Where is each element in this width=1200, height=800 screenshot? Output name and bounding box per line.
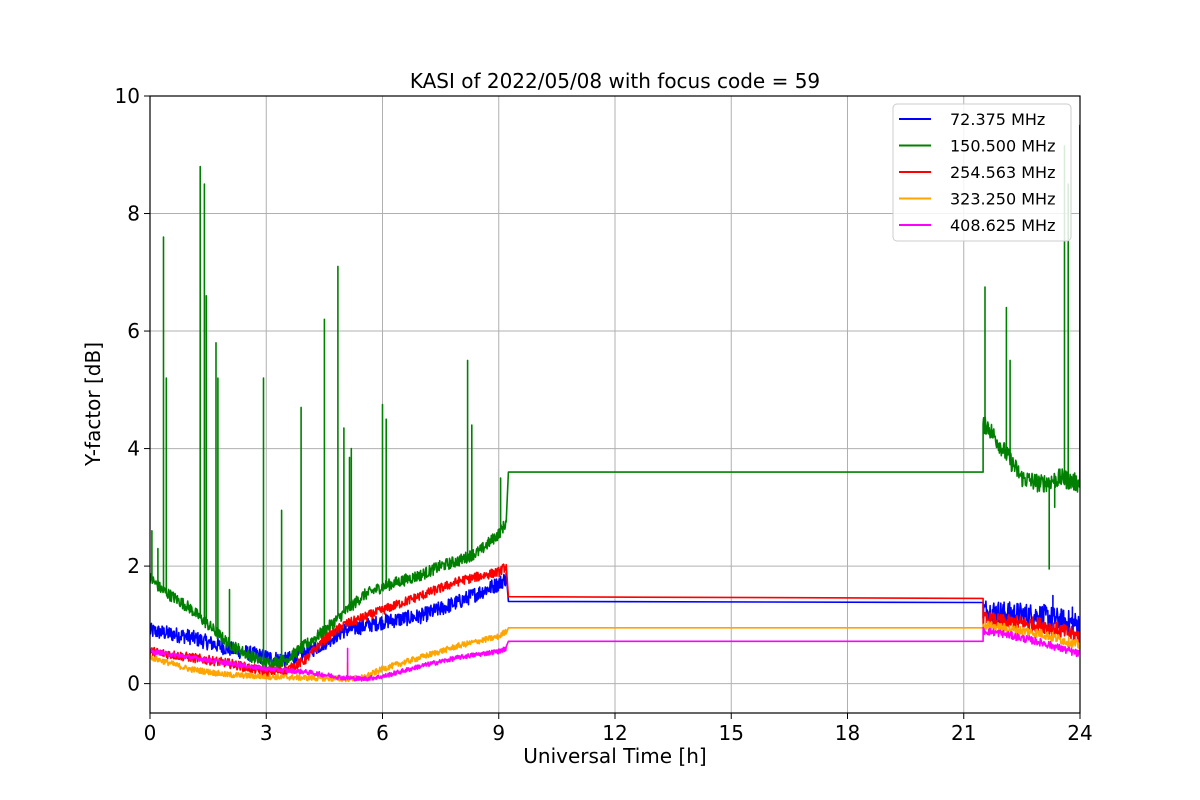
legend-entry: 72.375 MHz — [950, 110, 1045, 129]
chart-title: KASI of 2022/05/08 with focus code = 59 — [410, 69, 820, 93]
series-1 — [150, 124, 1080, 669]
series-3 — [150, 620, 1080, 683]
legend-entry: 323.250 MHz — [950, 190, 1055, 209]
legend-entry: 150.500 MHz — [950, 137, 1055, 156]
plot-area — [150, 124, 1080, 683]
y-axis: 0 2 4 6 8 10 — [115, 84, 150, 696]
x-tick-label: 0 — [144, 721, 157, 745]
x-tick-label: 21 — [951, 721, 976, 745]
legend-entry: 408.625 MHz — [950, 216, 1055, 235]
x-axis-label: Universal Time [h] — [523, 744, 706, 768]
x-tick-label: 24 — [1067, 721, 1092, 745]
x-tick-label: 6 — [376, 721, 389, 745]
legend: 72.375 MHz 150.500 MHz 254.563 MHz 323.250 … — [892, 103, 1072, 242]
y-axis-label: Y-factor [dB] — [81, 342, 105, 467]
legend-box — [892, 103, 1072, 242]
y-tick-label: 10 — [115, 84, 140, 108]
series-line — [150, 620, 1080, 683]
x-tick-label: 9 — [492, 721, 505, 745]
y-tick-label: 8 — [127, 202, 140, 226]
x-tick-label: 15 — [719, 721, 744, 745]
y-tick-label: 2 — [127, 554, 140, 578]
x-tick-label: 12 — [602, 721, 627, 745]
series-4 — [150, 626, 1080, 682]
y-tick-label: 4 — [127, 437, 140, 461]
x-tick-label: 18 — [835, 721, 860, 745]
y-tick-label: 6 — [127, 319, 140, 343]
series-line — [150, 124, 1080, 669]
legend-entry: 254.563 MHz — [950, 163, 1055, 182]
x-axis: 0 3 6 9 12 15 18 21 24 — [144, 713, 1093, 745]
y-tick-label: 0 — [127, 672, 140, 696]
x-tick-label: 3 — [260, 721, 273, 745]
series-line — [150, 626, 1080, 682]
